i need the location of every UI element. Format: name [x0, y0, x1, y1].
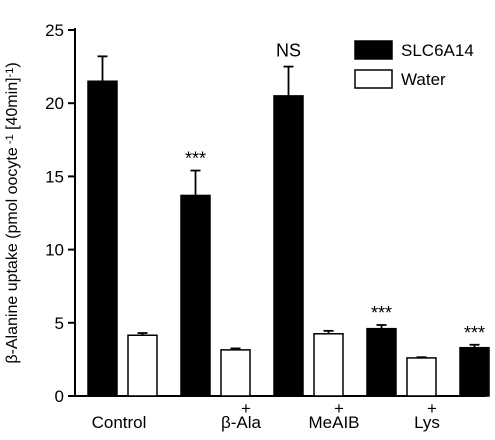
bar-slc6a14-0 [87, 80, 118, 397]
y-tick-label: 0 [55, 387, 64, 406]
y-tick-label: 25 [45, 21, 64, 40]
legend-swatch-slc6a14 [354, 40, 393, 60]
legend-label: SLC6A14 [401, 41, 474, 60]
legend-swatch-water [354, 69, 393, 89]
x-category-labels: Control+β-Ala+MeAIB+Lys+Leu [92, 399, 440, 432]
y-tick-label: 15 [45, 167, 64, 186]
significance-annotation: NS [276, 41, 301, 61]
bar-water-3 [406, 357, 437, 397]
bar-water-2 [313, 333, 344, 397]
legend-label: Water [401, 70, 446, 89]
bars [87, 55, 490, 397]
bar-slc6a14-2 [273, 95, 304, 397]
y-tick-label: 20 [45, 94, 64, 113]
y-ticks: 0 5 10 15 20 25 [45, 21, 75, 406]
significance-annotation: *** [464, 323, 485, 343]
bar-slc6a14-4 [459, 346, 490, 397]
significance-annotation: *** [371, 303, 392, 323]
x-category-label: β-Ala [221, 413, 262, 432]
bar-water-0 [127, 334, 158, 397]
y-axis-title: β-Alanine uptake (pmol oocyte -1 [40min]… [4, 62, 21, 363]
x-category-label: Lys [414, 413, 440, 432]
y-tick-label: 10 [45, 241, 64, 260]
significance-annotation: *** [185, 149, 206, 169]
y-tick-label: 5 [55, 314, 64, 333]
legend: SLC6A14 Water [354, 40, 474, 89]
x-category-label: MeAIB [308, 413, 359, 432]
x-category-prefix: + [241, 399, 251, 418]
x-category-label: Control [92, 413, 147, 432]
significance-annotations: *** NS *** *** [185, 41, 485, 343]
bar-water-1 [220, 349, 251, 397]
bar-slc6a14-1 [180, 194, 211, 397]
y-axis-title-text: β-Alanine uptake (pmol oocyte -1 [40min]… [4, 62, 21, 363]
x-category-prefix: + [334, 399, 344, 418]
x-category-prefix: + [427, 399, 437, 418]
bar-slc6a14-3 [366, 327, 397, 397]
